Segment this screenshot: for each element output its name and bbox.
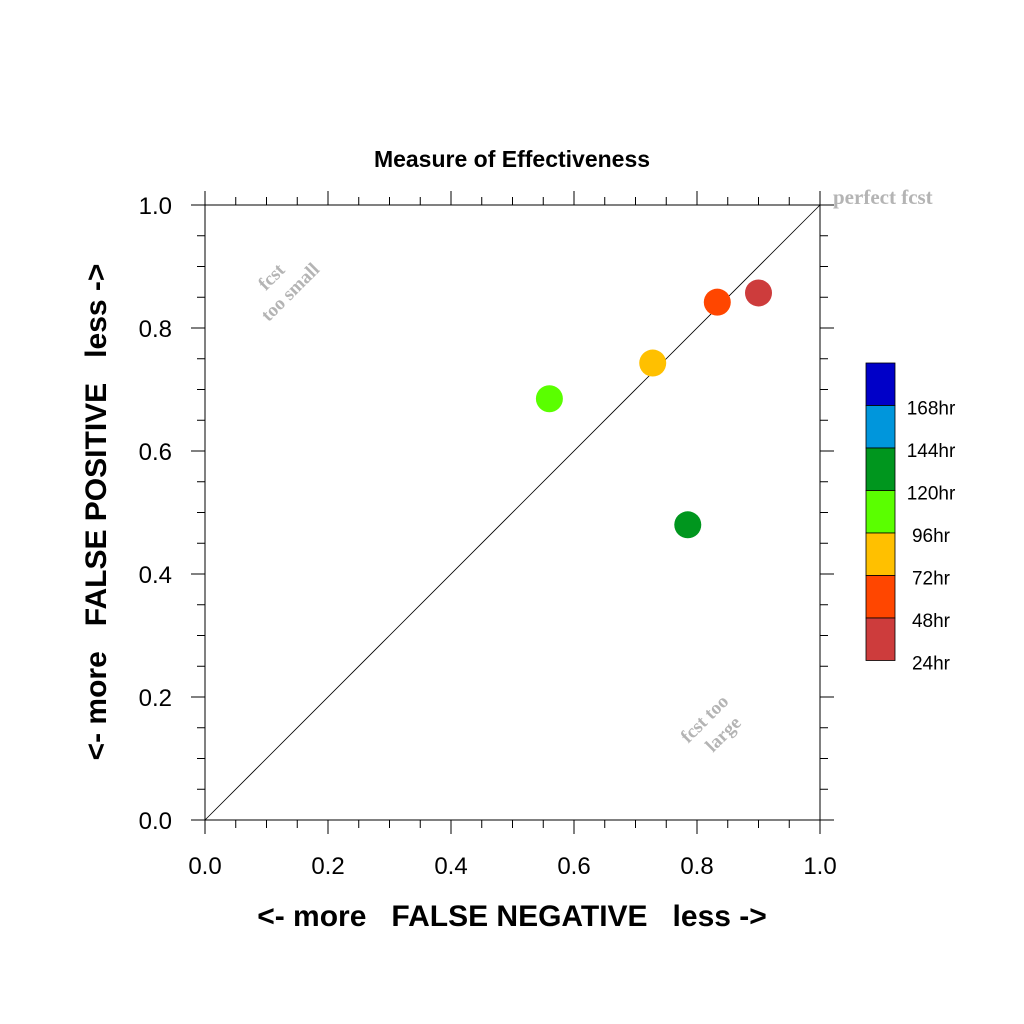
- y-tick-label: 0.6: [139, 439, 172, 466]
- legend-label-144hr: 144hr: [907, 441, 956, 462]
- legend-swatch-144hr: [865, 405, 896, 449]
- x-tick-label: 0.0: [188, 853, 221, 880]
- x-tick-label: 0.6: [557, 853, 590, 880]
- legend-label-168hr: 168hr: [907, 398, 956, 419]
- too-small-annotation: fcst too small: [240, 242, 324, 326]
- legend-swatch-24hr: [865, 617, 896, 661]
- x-tick-label: 0.2: [311, 853, 344, 880]
- legend-label-72hr: 72hr: [912, 568, 951, 589]
- perfect-fcst-annotation: perfect fcst: [833, 185, 933, 209]
- too-large-annotation: fcst too large: [677, 688, 754, 765]
- y-tick-label: 0.0: [139, 808, 172, 835]
- legend-label-120hr: 120hr: [907, 483, 956, 504]
- point-120hr: [674, 511, 702, 539]
- legend-swatch-48hr: [865, 575, 896, 619]
- x-axis-label: <- more FALSE NEGATIVE less ->: [257, 900, 767, 933]
- chart-title: Measure of Effectiveness: [374, 146, 650, 172]
- legend-label-48hr: 48hr: [912, 611, 951, 632]
- y-tick-label: 0.2: [139, 685, 172, 712]
- y-tick-label: 0.8: [139, 316, 172, 343]
- point-96hr: [535, 385, 563, 413]
- point-72hr: [639, 349, 667, 377]
- legend-swatch-96hr: [865, 490, 896, 534]
- point-24hr: [745, 279, 772, 307]
- legend-swatch-72hr: [865, 532, 896, 576]
- y-tick-label: 0.4: [139, 562, 172, 589]
- legend-swatch-168hr: [865, 362, 896, 406]
- legend-label-96hr: 96hr: [912, 526, 951, 547]
- x-tick-label: 0.4: [434, 853, 467, 880]
- y-tick-label: 1.0: [139, 193, 172, 220]
- legend-label-24hr: 24hr: [912, 653, 951, 674]
- y-axis-label: <- more FALSE POSITIVE less ->: [80, 264, 113, 761]
- x-tick-label: 0.8: [680, 853, 713, 880]
- legend-swatch-120hr: [865, 447, 896, 491]
- x-tick-label: 1.0: [803, 853, 836, 880]
- point-48hr: [703, 288, 731, 316]
